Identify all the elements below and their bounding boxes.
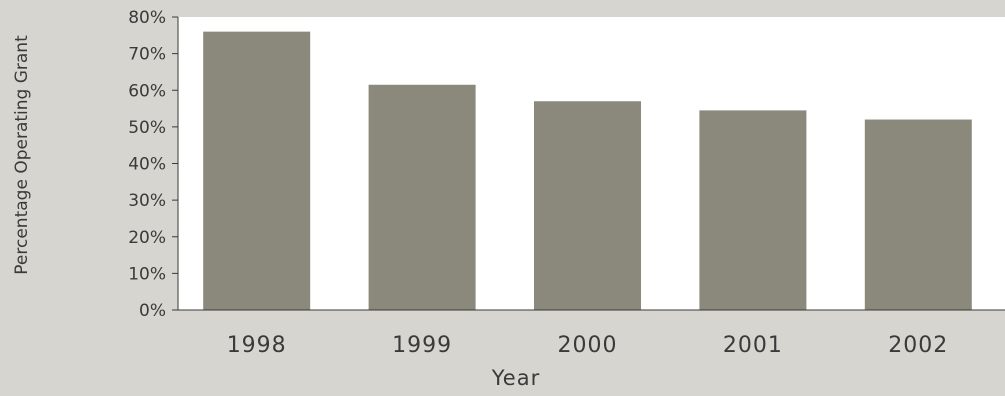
bar-2001 bbox=[699, 110, 807, 310]
y-tick-label: 80% bbox=[128, 8, 166, 28]
y-tick-label: 30% bbox=[128, 191, 166, 211]
bar-1999 bbox=[368, 84, 476, 310]
y-tick-label: 40% bbox=[128, 155, 166, 175]
y-tick-label: 0% bbox=[139, 301, 166, 321]
y-tick-label: 70% bbox=[128, 45, 166, 65]
x-axis-title: Year bbox=[491, 366, 540, 390]
y-ticks-group: 0% 10% 20% 30% 40% 50% 60% 70% 80% bbox=[128, 8, 178, 321]
y-tick-label: 60% bbox=[128, 81, 166, 101]
y-tick-label: 10% bbox=[128, 264, 166, 284]
bar-2000 bbox=[534, 101, 641, 310]
bar-2002 bbox=[864, 119, 972, 310]
y-tick-label: 50% bbox=[128, 118, 166, 138]
x-tick-label: 2000 bbox=[558, 333, 618, 358]
x-tick-label: 2002 bbox=[888, 333, 948, 358]
x-tick-label: 1999 bbox=[392, 333, 452, 358]
y-tick-label: 20% bbox=[128, 228, 166, 248]
bar-1998 bbox=[203, 31, 311, 311]
bars-group bbox=[203, 31, 972, 311]
x-tick-label: 2001 bbox=[723, 333, 783, 358]
x-ticks-group: 1998 1999 2000 2001 2002 bbox=[227, 333, 948, 358]
y-axis-title: Percentage Operating Grant bbox=[12, 35, 32, 275]
x-tick-label: 1998 bbox=[227, 333, 287, 358]
